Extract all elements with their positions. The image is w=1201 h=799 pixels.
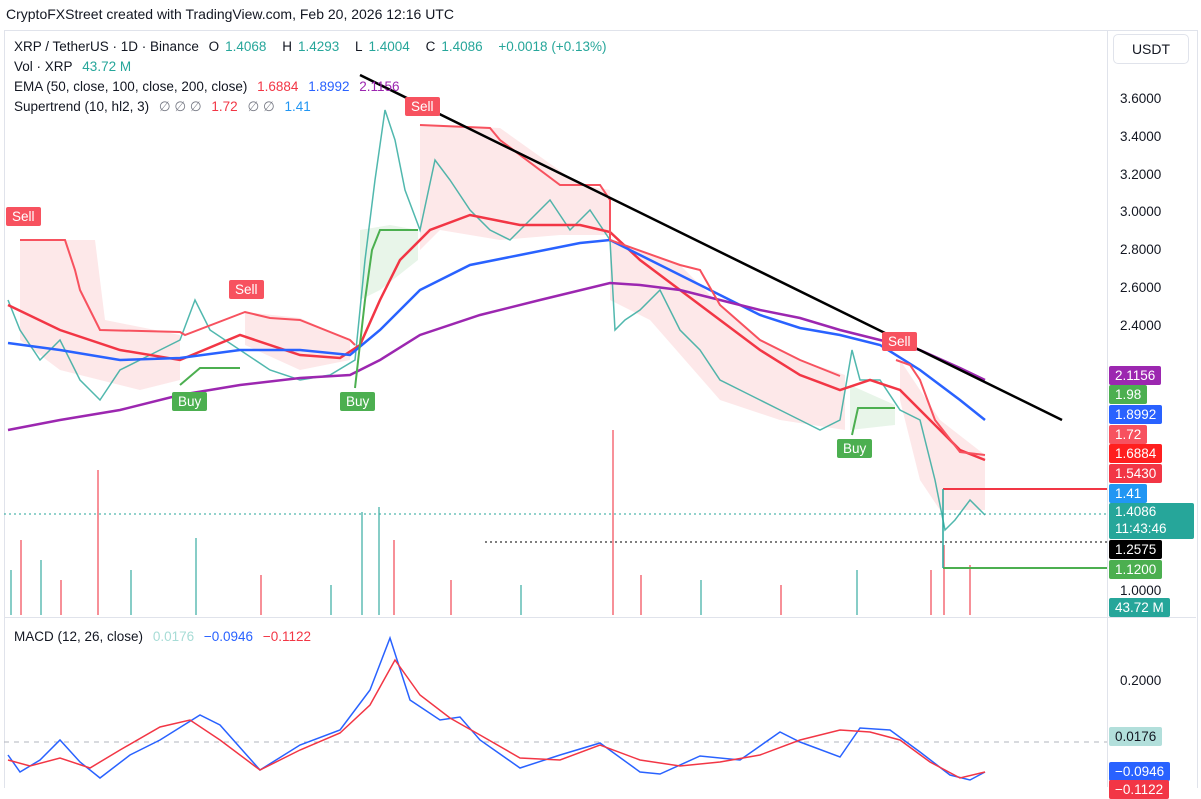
- sell-signal-label: Sell: [6, 207, 41, 226]
- last-price-tag: 1.4086 11:43:46: [1109, 503, 1194, 539]
- macd-line-tag: −0.0946: [1109, 762, 1171, 781]
- ema100-tag: 1.8992: [1109, 405, 1163, 424]
- volume-tag: 43.72 M: [1109, 598, 1170, 617]
- open-value: 1.4068: [225, 39, 267, 54]
- buy-signal-label: Buy: [172, 392, 208, 411]
- price-tick: 3.4000: [1120, 129, 1162, 144]
- sell-signal-label: Sell: [882, 332, 917, 351]
- pane-separator[interactable]: [4, 617, 1196, 618]
- countdown-timer: 11:43:46: [1115, 521, 1167, 536]
- symbol-name[interactable]: XRP / TetherUS · 1D · Binance: [14, 39, 199, 54]
- resistance-tag: 1.5430: [1109, 464, 1163, 483]
- price-tick: 2.4000: [1120, 318, 1162, 333]
- supertrend-legend[interactable]: Supertrend (10, hl2, 3) ∅ ∅ ∅ 1.72 ∅ ∅ 1…: [14, 99, 311, 114]
- price-tick: 3.2000: [1120, 167, 1162, 182]
- buy-signal-label: Buy: [340, 392, 376, 411]
- change-value: +0.0018 (+0.13%): [498, 39, 607, 54]
- price-axis-divider: [1107, 30, 1108, 787]
- support-1-tag: 1.2575: [1109, 540, 1163, 559]
- high-value: 1.4293: [297, 39, 340, 54]
- supertrend-value-tag: 1.41: [1109, 484, 1148, 503]
- macd-signal-tag: −0.1122: [1109, 780, 1170, 799]
- price-tick: 3.0000: [1120, 204, 1162, 219]
- price-tick: 2.6000: [1120, 280, 1162, 295]
- price-tick: 2.8000: [1120, 242, 1162, 257]
- low-value: 1.4004: [368, 39, 410, 54]
- close-value: 1.4086: [441, 39, 483, 54]
- supertrend-up-tag: 1.98: [1109, 385, 1148, 404]
- supertrend-down-tag: 1.72: [1109, 425, 1148, 444]
- ema200-tag: 2.1156: [1109, 366, 1162, 385]
- chart-caption: CryptoFXStreet created with TradingView.…: [6, 6, 454, 22]
- chart-frame: [4, 30, 1198, 788]
- volume-legend[interactable]: Vol · XRP 43.72 M: [14, 59, 132, 74]
- support-2-tag: 1.1200: [1109, 560, 1163, 579]
- price-tick: 1.0000: [1120, 583, 1162, 598]
- ema50-tag: 1.6884: [1109, 444, 1163, 463]
- sell-signal-label: Sell: [405, 97, 440, 116]
- macd-tick: 0.2000: [1120, 673, 1162, 688]
- price-tick: 3.6000: [1120, 91, 1162, 106]
- macd-hist-tag: 0.0176: [1109, 727, 1163, 746]
- buy-signal-label: Buy: [837, 439, 873, 458]
- macd-legend[interactable]: MACD (12, 26, close) 0.0176 −0.0946 −0.1…: [14, 629, 312, 644]
- sell-signal-label: Sell: [229, 280, 264, 299]
- ema-legend[interactable]: EMA (50, close, 100, close, 200, close) …: [14, 79, 400, 94]
- chart-canvas[interactable]: [0, 0, 1107, 787]
- currency-selector[interactable]: USDT: [1113, 34, 1189, 64]
